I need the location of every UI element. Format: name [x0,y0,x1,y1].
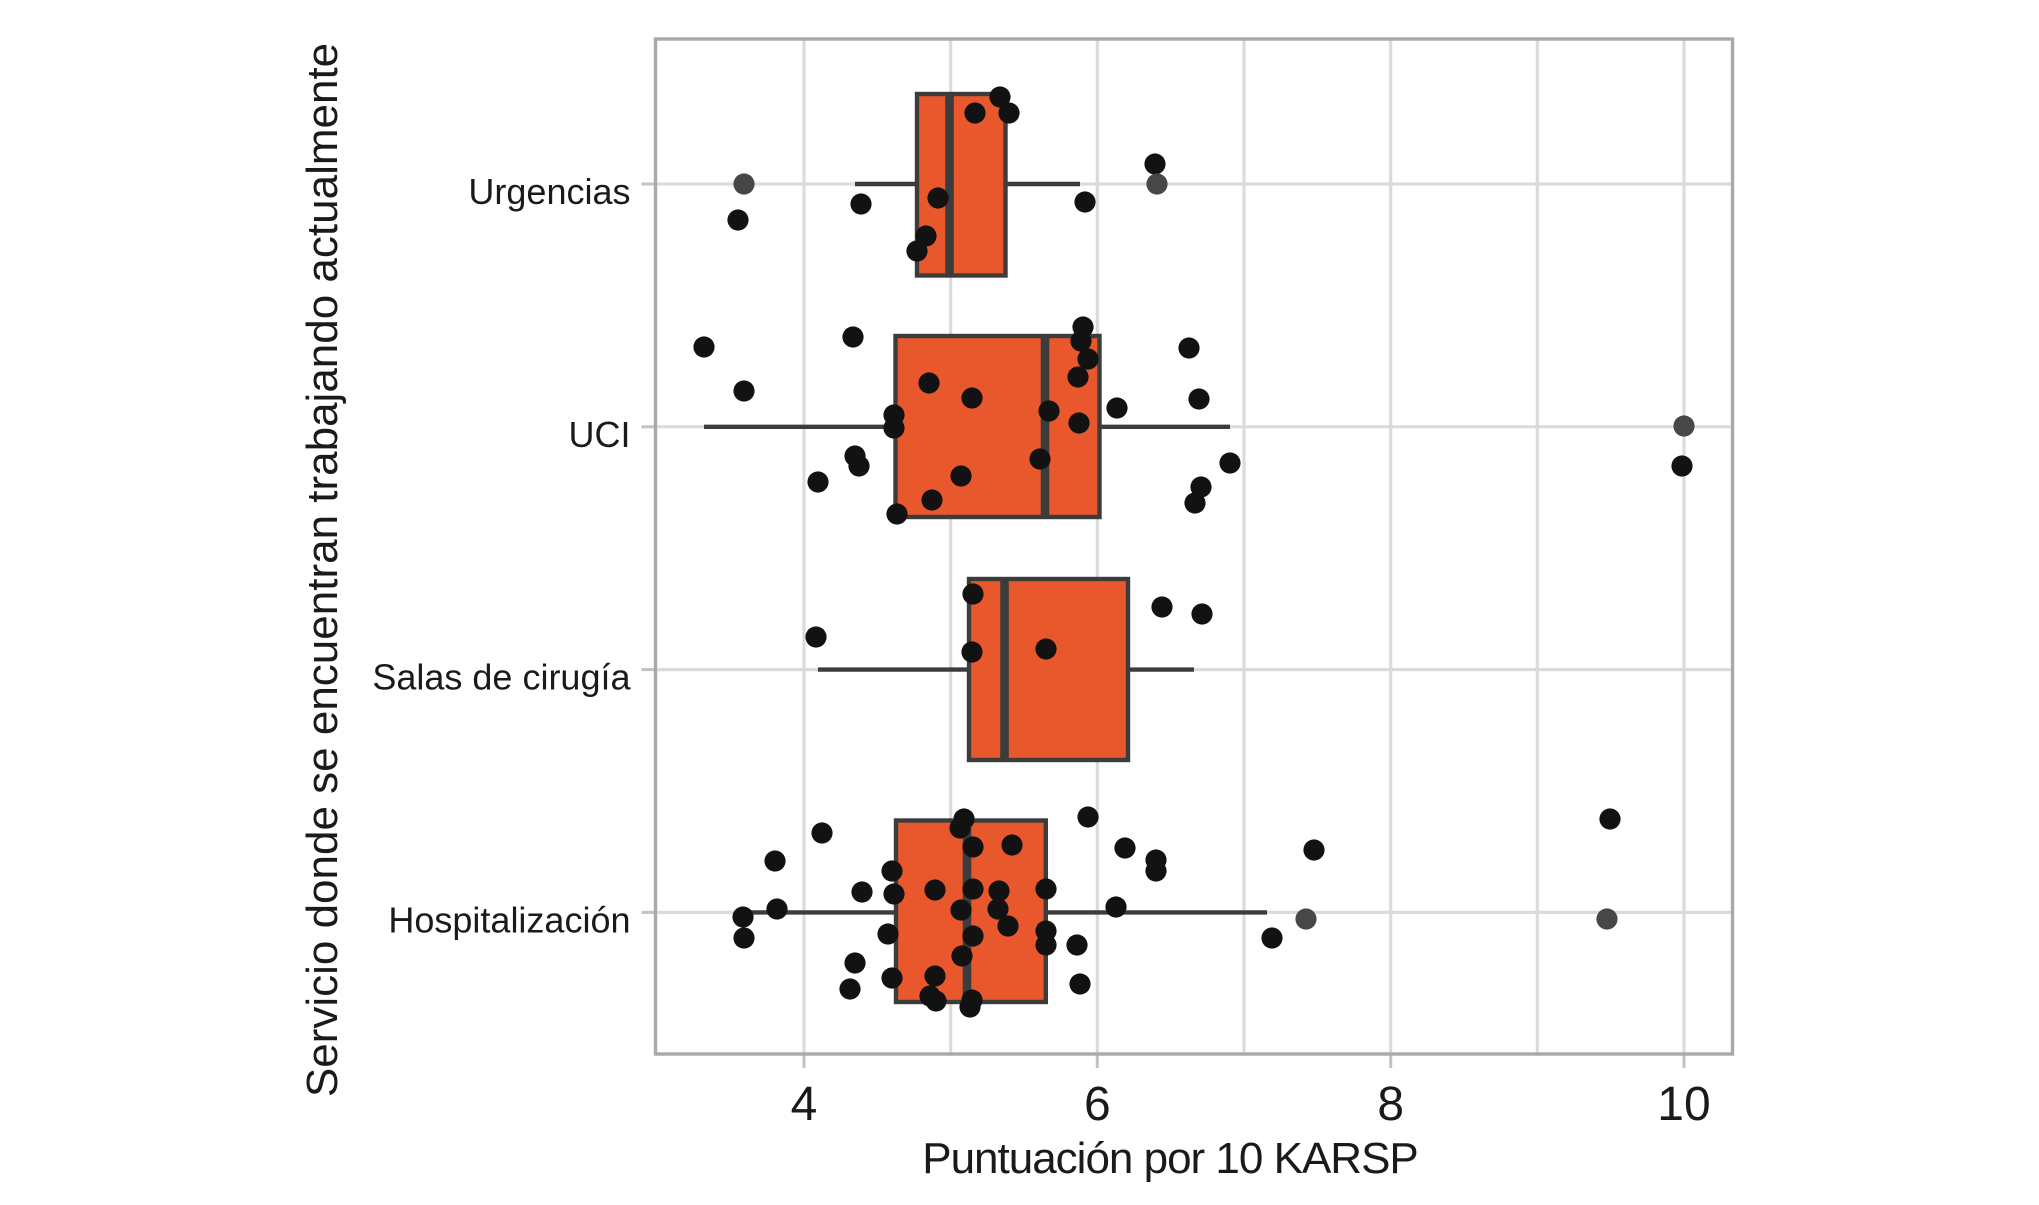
svg-text:10: 10 [1657,1078,1710,1131]
svg-text:Urgencias: Urgencias [468,171,630,212]
svg-text:UCI: UCI [569,414,631,455]
svg-text:Salas de cirugía: Salas de cirugía [372,657,631,698]
svg-text:Hospitalización: Hospitalización [388,899,630,940]
svg-text:4: 4 [791,1078,818,1131]
svg-text:8: 8 [1377,1078,1404,1131]
svg-text:Puntuación por 10 KARSP: Puntuación por 10 KARSP [922,1134,1418,1183]
svg-text:6: 6 [1084,1078,1111,1131]
svg-text:Servicio donde se encuentran t: Servicio donde se encuentran trabajando … [298,43,347,1097]
